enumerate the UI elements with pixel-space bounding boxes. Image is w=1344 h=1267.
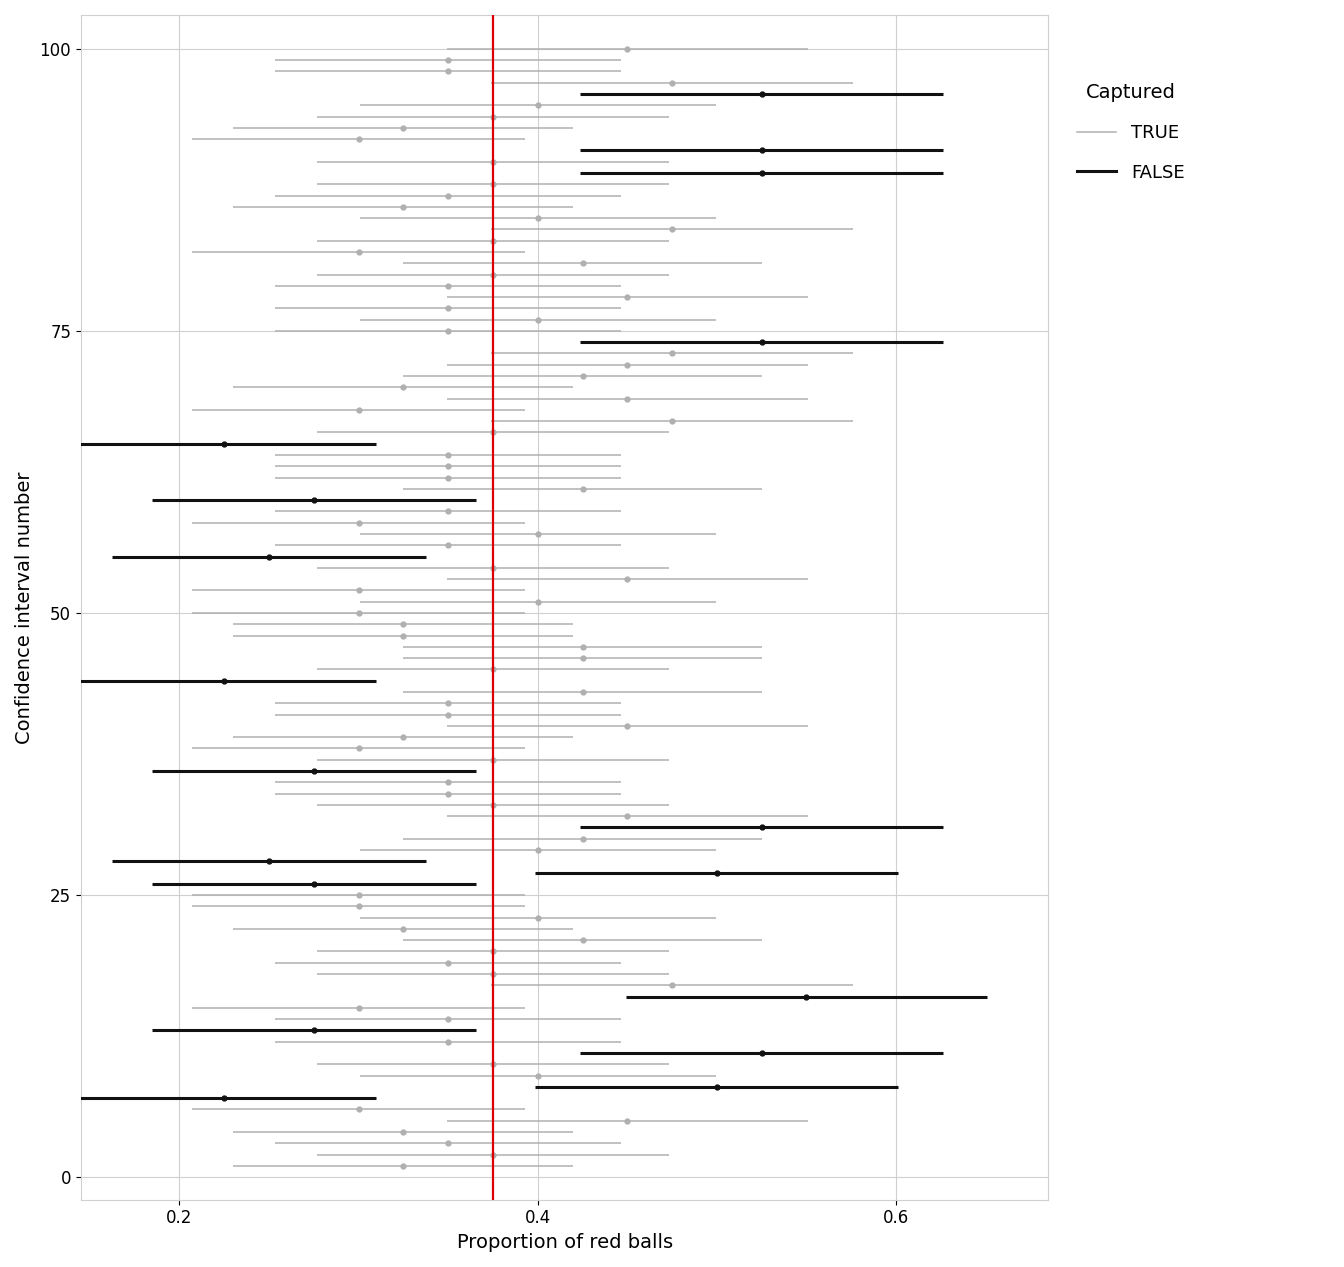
Legend: TRUE, FALSE: TRUE, FALSE xyxy=(1077,84,1184,181)
Y-axis label: Confidence interval number: Confidence interval number xyxy=(15,471,34,744)
X-axis label: Proportion of red balls: Proportion of red balls xyxy=(457,1233,673,1252)
